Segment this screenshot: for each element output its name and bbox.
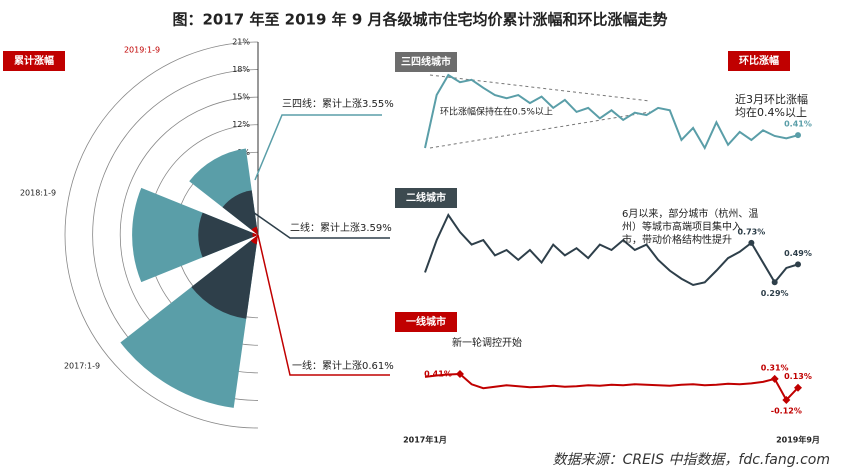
value-label: 0.41% bbox=[784, 120, 812, 129]
value-label: 0.29% bbox=[761, 289, 789, 298]
marker bbox=[770, 374, 779, 383]
badge bbox=[395, 188, 457, 208]
series-name: 二线城市 bbox=[406, 191, 446, 204]
source: 数据来源：CREIS 中指数据，fdc.fang.com bbox=[553, 452, 830, 468]
wedge bbox=[252, 232, 258, 238]
annotation: 6月以来，部分城市（杭州、温 bbox=[622, 207, 758, 220]
line bbox=[424, 372, 799, 402]
line bbox=[424, 212, 799, 287]
leader-line bbox=[254, 114, 382, 181]
annotation: 二线：累计上涨3.59% bbox=[290, 221, 392, 234]
r-tick-label: 15% bbox=[232, 93, 250, 102]
badge bbox=[728, 51, 790, 71]
polar-title: 累计涨幅 bbox=[14, 54, 54, 67]
marker bbox=[455, 370, 464, 378]
leader-line bbox=[257, 234, 390, 376]
marker bbox=[748, 239, 755, 246]
wedge bbox=[250, 235, 258, 245]
badge bbox=[3, 51, 65, 71]
r-tick-label: 18% bbox=[232, 65, 250, 74]
wedge bbox=[132, 187, 258, 283]
marker bbox=[795, 132, 801, 139]
badge bbox=[395, 312, 457, 332]
marker bbox=[782, 396, 791, 404]
line bbox=[424, 73, 799, 151]
grid-arc bbox=[64, 41, 259, 429]
leader-line bbox=[249, 209, 390, 239]
value-label: 0.49% bbox=[784, 249, 812, 258]
marker bbox=[771, 279, 778, 286]
page-title: 图：2017 年至 2019 年 9 月各级城市住宅均价累计涨幅和环比涨幅走势 bbox=[172, 11, 667, 29]
r-tick-label: 21% bbox=[232, 38, 250, 47]
r-tick-label: 12% bbox=[232, 120, 250, 129]
value-label: 0.73% bbox=[737, 227, 765, 236]
wedge bbox=[198, 212, 258, 258]
annotation: 均在0.4%以上 bbox=[735, 106, 807, 119]
x-tick-label: 2017年1月 bbox=[403, 435, 447, 445]
series-name: 一线城市 bbox=[406, 315, 446, 328]
value-label: 0.13% bbox=[784, 372, 812, 381]
marker bbox=[795, 261, 801, 268]
line-title: 环比涨幅 bbox=[739, 54, 779, 67]
series-name: 三四线城市 bbox=[401, 55, 451, 68]
x-tick-label: 2019年9月 bbox=[776, 435, 820, 445]
annotation: 州）等城市高端项目集中入 bbox=[622, 220, 742, 233]
value-label: 0.31% bbox=[761, 363, 789, 372]
category-label: 2017:1-9 bbox=[64, 362, 100, 371]
wedge bbox=[251, 226, 258, 235]
annotation: 一线：累计上涨0.61% bbox=[292, 359, 394, 372]
wedge bbox=[222, 190, 258, 235]
wedge bbox=[191, 235, 258, 319]
trend-line bbox=[429, 111, 651, 149]
category-label: 2019:1-9 bbox=[124, 46, 160, 55]
marker bbox=[794, 383, 802, 392]
badge bbox=[395, 52, 457, 72]
annotation: 新一轮调控开始 bbox=[452, 336, 522, 349]
annotation: 市，带动价格结构性提升 bbox=[622, 233, 732, 246]
annotation: 近3月环比涨幅 bbox=[735, 93, 808, 106]
value-label: 0.41% bbox=[424, 370, 452, 379]
annotation: 三四线：累计上涨3.55% bbox=[282, 97, 394, 110]
category-label: 2018:1-9 bbox=[20, 189, 56, 198]
value-label: -0.12% bbox=[771, 407, 802, 416]
trend-line bbox=[429, 74, 651, 102]
annotation: 环比涨幅保持在在0.5%以上 bbox=[440, 106, 553, 118]
